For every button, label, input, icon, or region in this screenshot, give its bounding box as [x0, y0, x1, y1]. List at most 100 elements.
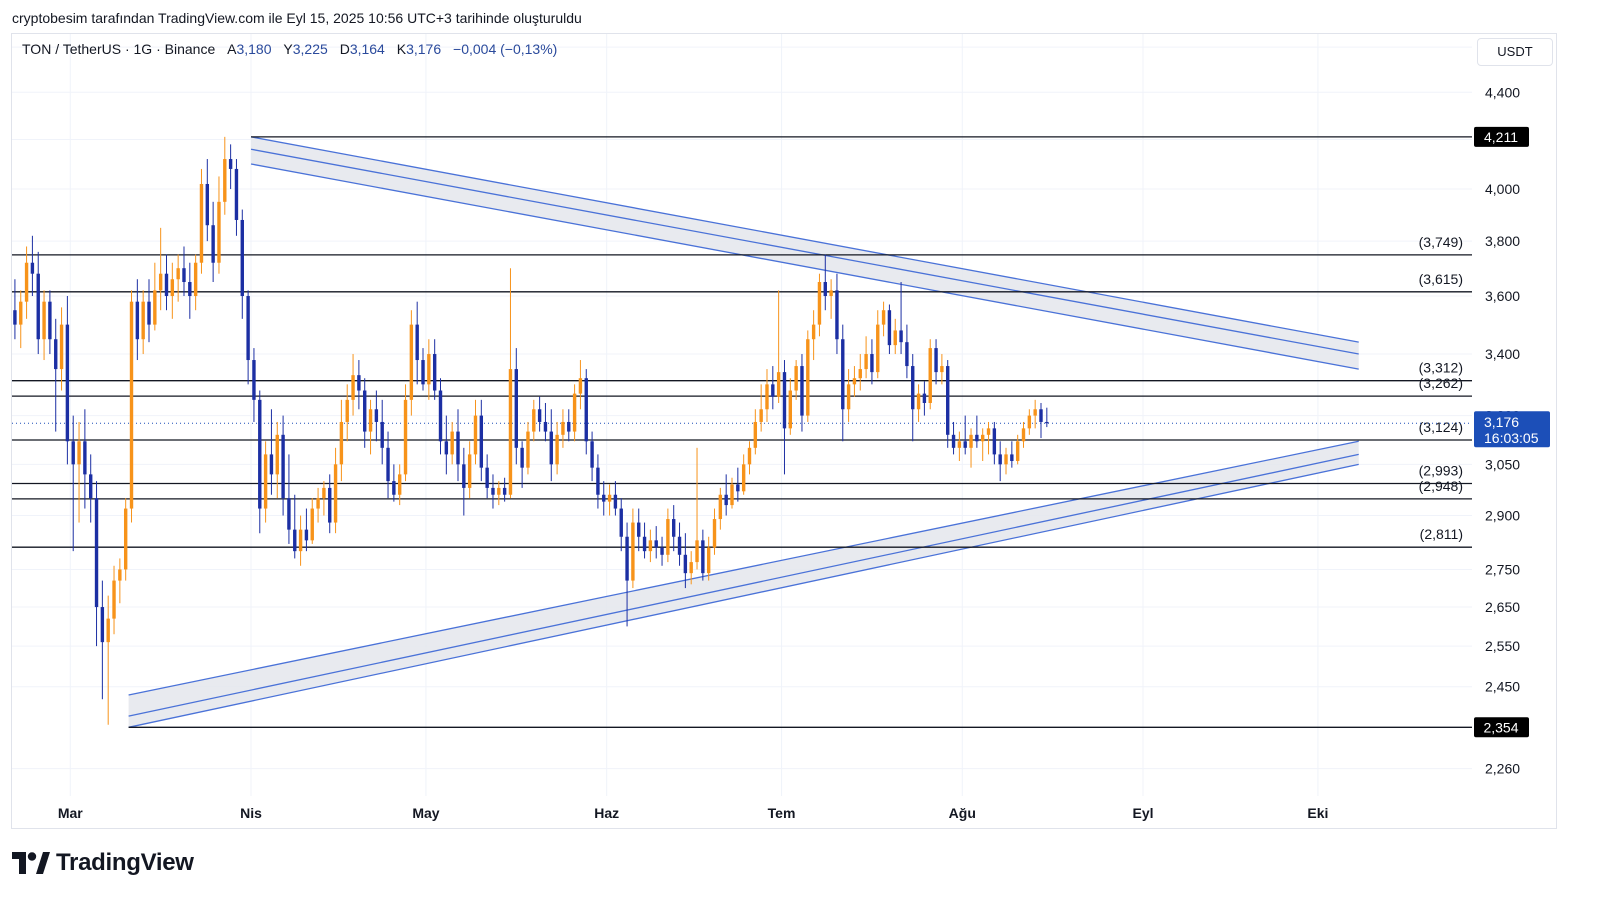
candle-body [951, 434, 956, 448]
candle [584, 369, 588, 455]
candle [252, 348, 256, 422]
candle [619, 498, 623, 552]
candle [153, 262, 157, 331]
level-label: (2,993) [1419, 462, 1463, 478]
candle [89, 454, 93, 523]
candle [36, 251, 40, 355]
candle-body [753, 421, 758, 448]
candle-body [695, 540, 699, 563]
candle-body [846, 384, 851, 410]
candle-body [310, 508, 314, 541]
candle-body [432, 354, 437, 391]
countdown-text: 16:03:05 [1484, 430, 1539, 446]
candle [246, 290, 250, 385]
time-tick-label: Ağu [949, 805, 976, 821]
candle [800, 354, 804, 432]
tradingview-logo-text: TradingView [56, 849, 194, 876]
candle-body [65, 324, 70, 442]
candle-body [905, 342, 909, 367]
candle-body [479, 415, 484, 468]
candle [83, 409, 87, 509]
candle-body [537, 409, 542, 422]
currency-button[interactable]: USDT [1477, 38, 1553, 66]
candle-body [963, 441, 967, 448]
candle-body [811, 324, 816, 340]
candle [409, 310, 414, 416]
candle-body [182, 268, 186, 283]
candle [158, 227, 163, 311]
candle-body [794, 366, 798, 391]
candle-body [1004, 454, 1008, 465]
candle [1045, 407, 1049, 428]
candle-body [188, 282, 192, 297]
candle [724, 474, 728, 516]
candle [543, 402, 548, 442]
candle [24, 246, 29, 319]
candle [106, 595, 110, 725]
low-value: 3,164 [349, 41, 385, 57]
candle [1015, 434, 1020, 465]
candle-body [444, 441, 449, 455]
candle [374, 390, 379, 442]
candle [753, 409, 758, 455]
candle [648, 529, 653, 563]
candle [986, 421, 991, 455]
candle [479, 399, 484, 482]
candle-body [345, 399, 349, 422]
candle-body [83, 441, 87, 475]
candle-body [782, 372, 787, 429]
falling-resistance-top-line [250, 136, 1359, 343]
candle [94, 481, 99, 647]
price-tick-label: 4,000 [1485, 181, 1520, 197]
candle [363, 378, 367, 448]
candle-body [228, 159, 233, 169]
candle [835, 273, 839, 355]
candle [13, 279, 17, 340]
candle [771, 366, 775, 410]
candle [1033, 399, 1037, 429]
candle [328, 474, 332, 534]
high-label: Y [283, 41, 293, 57]
candle-body [596, 467, 600, 495]
candle [269, 409, 274, 495]
candle-body [672, 519, 676, 537]
candle [514, 348, 518, 465]
candle [934, 339, 938, 385]
candle [963, 415, 967, 455]
candle [205, 159, 210, 242]
candle [351, 354, 355, 416]
candle [596, 454, 600, 509]
candle [561, 409, 565, 448]
low-level-tag-text: 2,354 [1483, 719, 1518, 735]
candle-body [147, 301, 151, 325]
candle-body [497, 487, 501, 495]
candle-body [613, 494, 618, 509]
candle-body [1010, 454, 1014, 462]
candle-body [450, 431, 454, 455]
candle [946, 360, 950, 448]
candle [438, 378, 443, 455]
candle [141, 290, 145, 355]
candle-body [1015, 441, 1020, 462]
candle [712, 508, 717, 555]
candle [905, 324, 909, 379]
candle [555, 421, 559, 475]
candle-body [718, 494, 723, 520]
candle [817, 273, 822, 337]
candle [846, 369, 851, 422]
candle [357, 360, 361, 410]
current-price-tag-text: 3,176 [1484, 414, 1519, 430]
candle [893, 318, 897, 355]
candle [54, 318, 58, 432]
candle [572, 384, 577, 442]
candle-body [89, 474, 93, 499]
rising-support-band [128, 441, 1359, 728]
candle-body [881, 310, 886, 325]
candle-body [730, 484, 734, 506]
candle-body [561, 421, 565, 435]
candle [940, 354, 944, 385]
candle-body [287, 498, 291, 530]
price-tick-label: 2,900 [1485, 508, 1520, 524]
tradingview-logo[interactable]: TradingView [12, 848, 194, 878]
